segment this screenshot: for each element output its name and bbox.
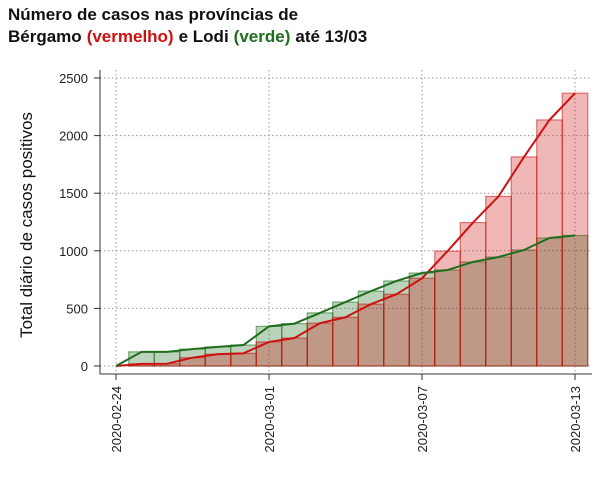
bar bbox=[561, 234, 589, 367]
x-tick-label: 2020-02-24 bbox=[109, 386, 124, 453]
bar bbox=[357, 303, 385, 367]
bar bbox=[561, 92, 589, 367]
title-segment: e Lodi bbox=[179, 27, 229, 46]
y-tick-label: 2000 bbox=[59, 129, 88, 144]
line bbox=[115, 234, 576, 367]
y-axis-label: Total diário de casos positivos bbox=[17, 112, 36, 338]
title-segment: (verde) bbox=[234, 27, 291, 46]
bar bbox=[485, 195, 512, 367]
bar bbox=[383, 293, 410, 367]
line bbox=[115, 92, 576, 367]
x-tick-label: 2020-03-07 bbox=[415, 386, 430, 453]
y-tick-label: 2500 bbox=[59, 71, 88, 86]
chart-title: Bérgamo (vermelho) e Lodi (verde) até 13/03 bbox=[8, 27, 367, 46]
title-segment: até 13/03 bbox=[295, 27, 367, 46]
x-tick-label: 2020-03-13 bbox=[568, 386, 583, 453]
y-tick-label: 0 bbox=[81, 359, 88, 374]
bar bbox=[434, 250, 461, 367]
bar bbox=[408, 277, 436, 367]
x-tick-label: 2020-03-01 bbox=[262, 386, 277, 453]
bar bbox=[332, 316, 359, 367]
bar bbox=[306, 322, 334, 367]
bar bbox=[281, 337, 308, 367]
bar bbox=[230, 352, 257, 367]
title-segment: (vermelho) bbox=[87, 27, 174, 46]
bar bbox=[510, 156, 538, 367]
y-tick-label: 500 bbox=[66, 301, 88, 316]
y-tick-label: 1500 bbox=[59, 186, 88, 201]
chart-title: Número de casos nas províncias de bbox=[8, 5, 298, 24]
bar bbox=[536, 237, 563, 367]
bar bbox=[459, 221, 487, 367]
title-segment: Bérgamo bbox=[8, 27, 82, 46]
y-tick-label: 1000 bbox=[59, 244, 88, 259]
